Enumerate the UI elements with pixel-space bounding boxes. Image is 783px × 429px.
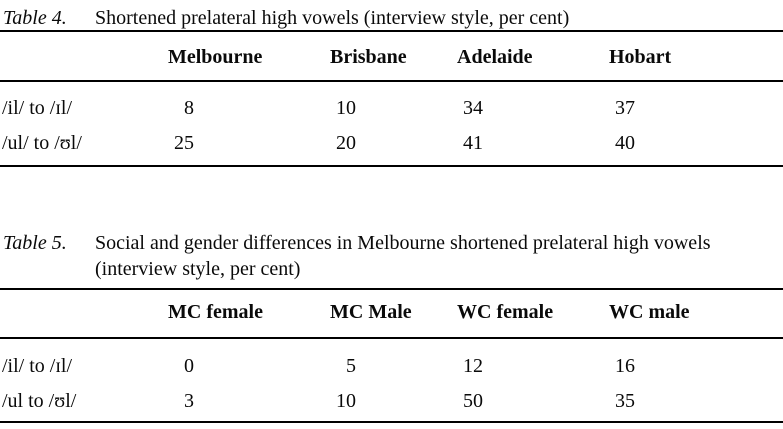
- value-cell: 40: [609, 132, 783, 154]
- table-5-label: Table 5.: [3, 232, 67, 254]
- table-5-col-header-wc-female: WC female: [457, 301, 554, 323]
- value: 12: [463, 355, 483, 377]
- value: 10: [336, 390, 356, 412]
- value: 5: [346, 355, 356, 377]
- table-5-body: /il/ to /ɪl/ 0 5 12 16 /ul to /ʊl/ 3 10 …: [0, 339, 783, 423]
- table-4-caption: Table 4. Shortened prelateral high vowel…: [0, 6, 783, 30]
- value-cell: 25: [168, 132, 330, 154]
- table-5-header-stub: [0, 302, 168, 323]
- value: 50: [463, 390, 483, 412]
- table-5-col-header-mc-female: MC female: [168, 301, 263, 323]
- table-4-col-header-hobart: Hobart: [609, 46, 672, 68]
- row-label: /il/ to /ɪl/: [2, 355, 73, 377]
- table-5-col-header-wc-male: WC male: [609, 301, 690, 323]
- value-cell: 41: [457, 132, 609, 154]
- value: 34: [463, 97, 483, 119]
- table-4-body: /il/ to /ɪl/ 8 10 34 37 /ul/ to /ʊl/ 25 …: [0, 82, 783, 167]
- value-cell: 37: [609, 97, 783, 119]
- value-cell: 5: [330, 355, 457, 377]
- table-4-col-header-adelaide: Adelaide: [457, 46, 533, 68]
- table-row: /il/ to /ɪl/ 0 5 12 16: [0, 355, 783, 377]
- value: 16: [615, 355, 635, 377]
- table-5-caption-text: Social and gender differences in Melbour…: [95, 230, 783, 282]
- table-4-col-header-melbourne: Melbourne: [168, 46, 263, 68]
- value-cell: 20: [330, 132, 457, 154]
- value: 37: [615, 97, 635, 119]
- value-cell: 8: [168, 97, 330, 119]
- row-label: /ul to /ʊl/: [2, 390, 77, 412]
- value: 8: [184, 97, 194, 119]
- value: 0: [184, 355, 194, 377]
- table-5-col-header-mc-male: MC Male: [330, 301, 412, 323]
- table-4-header-stub: [0, 47, 168, 68]
- value-cell: 10: [330, 97, 457, 119]
- value-cell: 16: [609, 355, 783, 377]
- table-row: /il/ to /ɪl/ 8 10 34 37: [0, 97, 783, 119]
- value: 25: [174, 132, 194, 154]
- value-cell: 34: [457, 97, 609, 119]
- value-cell: 12: [457, 355, 609, 377]
- table-5-caption-line-2: (interview style, per cent): [95, 258, 301, 280]
- row-label: /il/ to /ɪl/: [2, 97, 73, 119]
- table-4-caption-text: Shortened prelateral high vowels (interv…: [95, 7, 570, 29]
- table-5-caption-line-1: Social and gender differences in Melbour…: [95, 232, 711, 254]
- value-cell: 3: [168, 390, 330, 412]
- table-4: Table 4. Shortened prelateral high vowel…: [0, 6, 783, 167]
- value-cell: 50: [457, 390, 609, 412]
- value: 35: [615, 390, 635, 412]
- value: 40: [615, 132, 635, 154]
- value: 41: [463, 132, 483, 154]
- value-cell: 10: [330, 390, 457, 412]
- table-5-header-row: MC female MC Male WC female WC male: [0, 288, 783, 339]
- table-5-caption: Table 5. Social and gender differences i…: [0, 230, 783, 282]
- value: 10: [336, 97, 356, 119]
- table-5: Table 5. Social and gender differences i…: [0, 230, 783, 423]
- value: 3: [184, 390, 194, 412]
- table-4-header-row: Melbourne Brisbane Adelaide Hobart: [0, 30, 783, 82]
- value: 20: [336, 132, 356, 154]
- table-4-col-header-brisbane: Brisbane: [330, 46, 407, 68]
- value-cell: 35: [609, 390, 783, 412]
- table-4-label: Table 4.: [3, 7, 67, 29]
- value-cell: 0: [168, 355, 330, 377]
- table-row: /ul to /ʊl/ 3 10 50 35: [0, 390, 783, 412]
- table-row: /ul/ to /ʊl/ 25 20 41 40: [0, 132, 783, 154]
- row-label: /ul/ to /ʊl/: [2, 132, 82, 154]
